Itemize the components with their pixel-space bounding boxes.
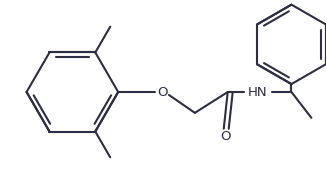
Text: HN: HN bbox=[248, 85, 267, 98]
Text: O: O bbox=[220, 130, 231, 143]
Text: O: O bbox=[157, 85, 167, 98]
